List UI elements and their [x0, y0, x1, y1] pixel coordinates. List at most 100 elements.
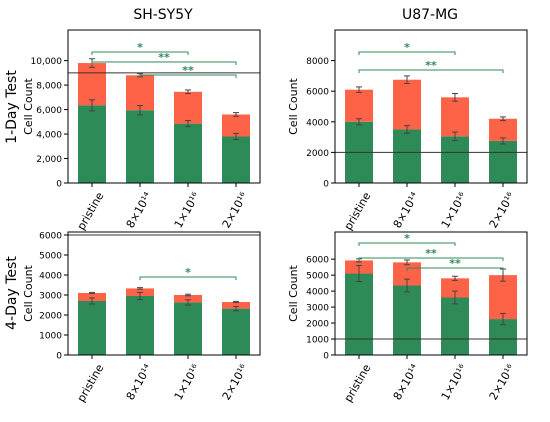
x-tick-label: 1×10¹⁶: [172, 362, 203, 403]
error-bar-1-4: [500, 312, 506, 326]
y-tick-label: 5000: [39, 252, 62, 262]
error-bar-1-4: [233, 132, 239, 141]
bar-live-4: [222, 308, 250, 355]
significance-label: *: [404, 41, 410, 54]
bar-live-2: [126, 296, 154, 355]
bar-live-3: [441, 136, 469, 183]
error-bar-2-4: [500, 116, 506, 122]
bar-live-3: [174, 123, 202, 183]
error-bar-1-3: [452, 131, 458, 142]
error-bar-1-1: [89, 99, 95, 112]
error-bar-1-3: [185, 299, 191, 306]
error-bar-1-3: [452, 290, 458, 305]
error-bar-2-4: [233, 112, 239, 117]
error-bar-2-3: [185, 89, 191, 95]
error-bar-2-2: [404, 75, 410, 85]
column-title: U87-MG: [402, 7, 458, 23]
significance-bracket-2: **: [358, 247, 504, 261]
y-axis-label: Cell Count: [287, 77, 300, 134]
x-tick-label: 8×10¹⁴: [391, 362, 422, 403]
y-tick-label: 0: [56, 180, 62, 190]
y-tick-label: 4000: [306, 288, 329, 298]
significance-label: **: [425, 247, 437, 260]
y-tick-label: 2000: [306, 149, 329, 159]
bar-dead-4: [489, 275, 517, 320]
x-tick-label: pristine: [75, 190, 107, 233]
axes-frame: [67, 231, 261, 356]
error-bar-1-1: [89, 297, 95, 305]
error-bar-2-3: [185, 293, 191, 297]
significance-label: *: [404, 232, 410, 245]
bar-dead-4: [222, 302, 250, 309]
significance-bracket-1: *: [358, 41, 456, 55]
bar-dead-3: [441, 97, 469, 137]
error-bar-2-3: [452, 92, 458, 102]
axes-frame: [67, 29, 261, 184]
bar-dead-3: [174, 295, 202, 303]
error-bar-1-1: [356, 118, 362, 126]
column-title: SH-SY5Y: [133, 7, 193, 23]
error-bar-2-4: [233, 300, 239, 304]
significance-label: **: [449, 257, 461, 270]
significance-bracket-1: *: [139, 266, 237, 280]
y-tick-label: 10,000: [31, 57, 63, 67]
significance-label: *: [137, 41, 143, 54]
significance-label: *: [185, 266, 191, 279]
axes-frame: [334, 231, 528, 356]
x-tick-label: pristine: [342, 190, 374, 233]
x-tick-label: pristine: [342, 362, 374, 405]
bar-live-2: [393, 285, 421, 355]
x-tick-label: 2×10¹⁶: [487, 362, 518, 403]
bar-live-1: [78, 105, 106, 183]
y-tick-label: 5000: [306, 272, 329, 282]
y-tick-label: 4000: [306, 118, 329, 128]
y-axis-label: Cell Count: [22, 77, 35, 134]
bar-live-4: [222, 136, 250, 183]
bar-live-3: [174, 302, 202, 355]
y-tick-label: 0: [56, 352, 62, 362]
y-tick-label: 1000: [39, 332, 62, 342]
bar-dead-1: [345, 89, 373, 122]
significance-bracket-1: *: [358, 232, 456, 246]
x-tick-label: 2×10¹⁶: [487, 190, 518, 231]
y-tick-label: 0: [323, 180, 329, 190]
bar-dead-3: [441, 278, 469, 298]
row-title: 1-Day Test: [4, 70, 20, 144]
y-tick-label: 8000: [306, 57, 329, 67]
y-axis-label: Cell Count: [22, 264, 35, 321]
chart-panel-3: 4-Day Test Cell Count * 0 1000 2000 3000 4000 50…: [4, 231, 261, 405]
x-tick-label: pristine: [75, 362, 107, 405]
bar-dead-1: [78, 293, 106, 301]
x-tick-label: 1×10¹⁶: [439, 190, 470, 231]
error-bar-1-2: [137, 105, 143, 116]
y-tick-label: 2,000: [36, 155, 62, 165]
axes-frame: [334, 29, 528, 184]
bar-live-1: [345, 273, 373, 355]
x-tick-label: 2×10¹⁶: [220, 190, 251, 231]
y-tick-label: 3000: [306, 304, 329, 314]
x-tick-label: 8×10¹⁴: [391, 190, 422, 231]
bar-dead-2: [126, 75, 154, 111]
significance-bracket-3: **: [406, 257, 504, 271]
x-tick-label: 8×10¹⁴: [124, 190, 155, 231]
significance-bracket-2: **: [91, 51, 237, 65]
x-tick-label: 1×10¹⁶: [439, 362, 470, 403]
bar-live-1: [78, 301, 106, 355]
y-tick-label: 2000: [39, 312, 62, 322]
y-tick-label: 1000: [306, 336, 329, 346]
chart-panel-4: Cell Count*****0100020003000400050006000…: [287, 231, 528, 405]
x-tick-label: 1×10¹⁶: [172, 190, 203, 231]
y-axis-label: Cell Count: [287, 264, 300, 321]
error-bar-1-2: [404, 125, 410, 134]
y-tick-label: 4000: [39, 272, 62, 282]
significance-label: **: [158, 51, 170, 64]
significance-bracket-3: **: [139, 64, 237, 78]
significance-bracket-1: *: [91, 41, 189, 55]
y-tick-label: 6000: [306, 88, 329, 98]
y-tick-label: 0: [323, 352, 329, 362]
error-bar-1-4: [233, 305, 239, 312]
significance-label: **: [182, 64, 194, 77]
